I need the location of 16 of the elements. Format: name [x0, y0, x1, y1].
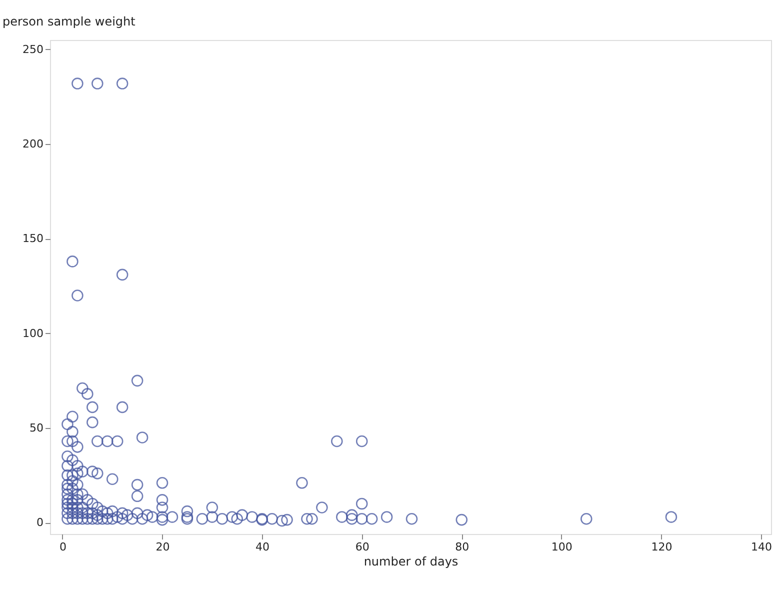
y-tick-label: 100: [22, 326, 44, 340]
x-tick-label: 120: [651, 540, 672, 554]
y-tick-label: 0: [36, 516, 44, 530]
y-tick-label: 150: [22, 232, 44, 246]
x-axis-title: number of days: [364, 554, 458, 568]
y-axis-title: person sample weight: [2, 14, 136, 28]
y-tick-label: 250: [22, 42, 44, 56]
x-tick-label: 140: [751, 540, 772, 554]
x-tick-label: 80: [455, 540, 470, 554]
y-tick-label: 50: [30, 422, 44, 435]
x-tick-label: 40: [256, 540, 270, 554]
x-tick-label: 0: [59, 540, 66, 554]
x-tick-label: 100: [551, 540, 572, 554]
x-tick-label: 20: [156, 540, 170, 554]
x-tick-label: 60: [355, 540, 370, 554]
y-tick-label: 200: [22, 138, 44, 151]
